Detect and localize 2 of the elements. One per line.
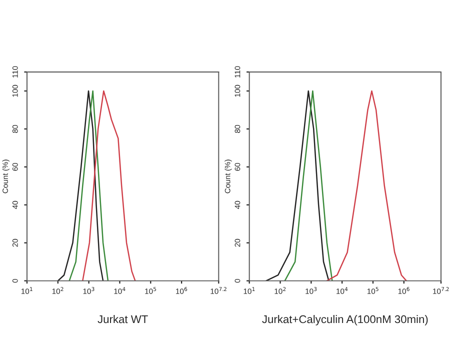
x-axis-title: Jurkat+Calyculin A(100nM 30min) <box>262 315 428 326</box>
x-axis-title: Jurkat WT <box>98 315 148 324</box>
